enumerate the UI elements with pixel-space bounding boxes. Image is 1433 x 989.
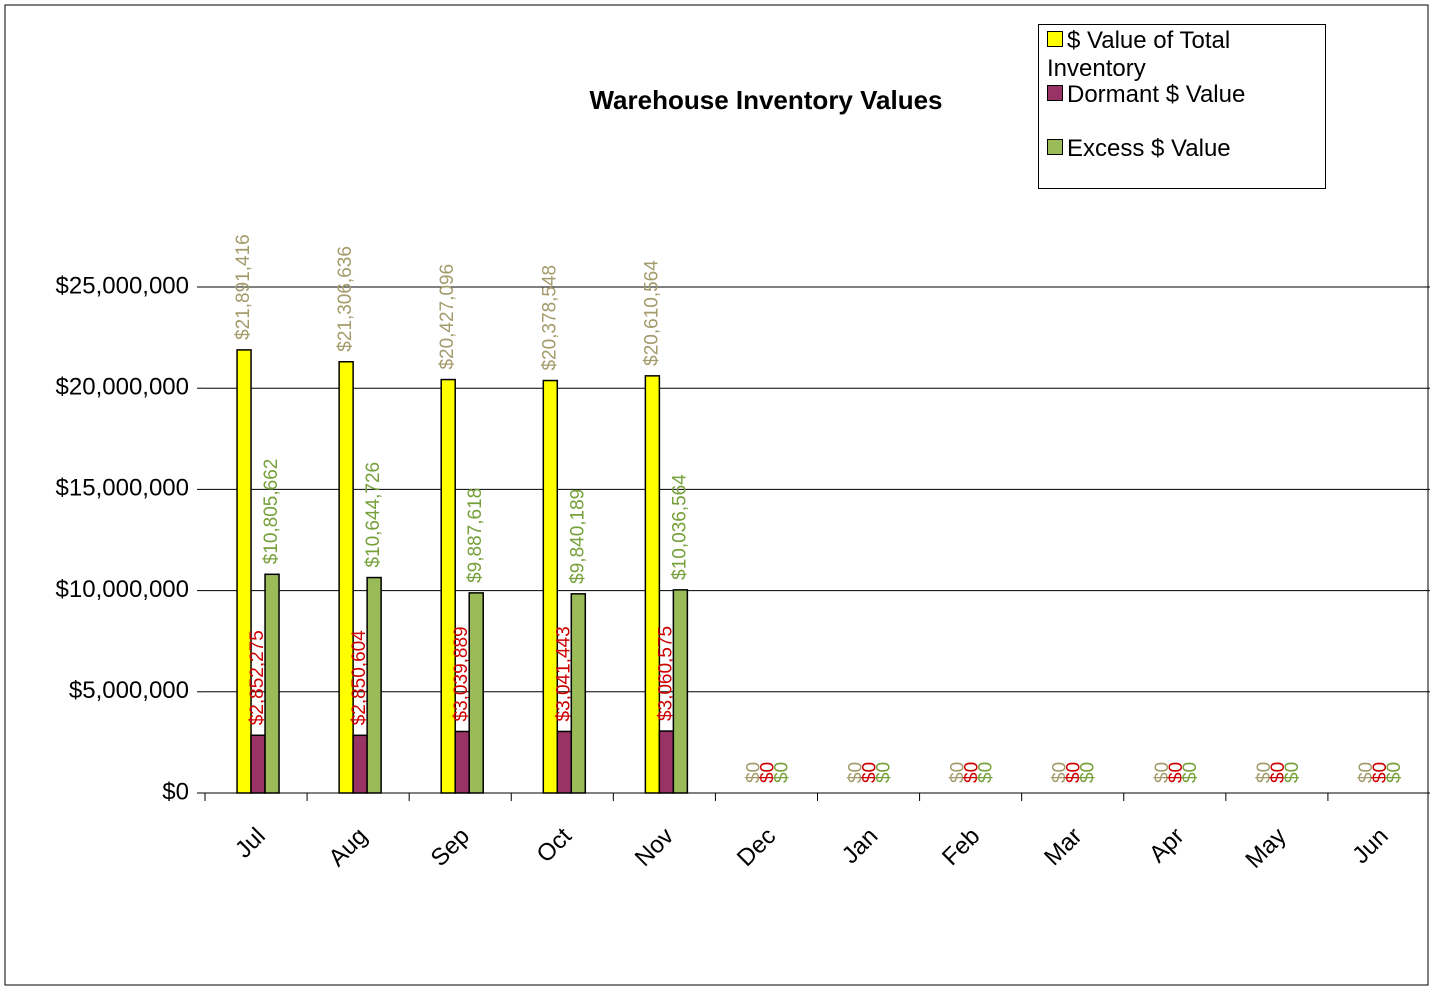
legend: $ Value of Total Inventory Dormant $ Valu… <box>1038 24 1326 189</box>
legend-swatch <box>1047 85 1063 101</box>
data-label: $9,840,189 <box>567 489 588 584</box>
y-tick-label: $15,000,000 <box>56 475 189 502</box>
data-label: $0 <box>1356 762 1377 783</box>
bar <box>644 375 661 794</box>
data-label: $3,060,575 <box>655 626 676 721</box>
data-label: $9,887,618 <box>465 488 486 583</box>
data-label: $2,850,604 <box>349 630 370 726</box>
y-tick-label: $20,000,000 <box>56 374 189 401</box>
legend-label: Dormant $ Value <box>1067 81 1246 108</box>
bar <box>236 349 252 794</box>
y-tick-label: $5,000,000 <box>69 677 189 704</box>
data-label: $0 <box>771 762 792 783</box>
data-label: $0 <box>1370 762 1391 783</box>
bar <box>658 730 675 794</box>
data-label: $0 <box>976 762 997 783</box>
bar <box>352 734 368 794</box>
data-label: $0 <box>1064 762 1085 783</box>
legend-swatch <box>1047 139 1063 155</box>
data-label: $0 <box>1282 762 1303 783</box>
data-label: $21,891,416 <box>233 234 254 340</box>
data-label: $2,852,275 <box>247 630 268 725</box>
data-label: $0 <box>962 762 983 783</box>
bar <box>366 576 382 794</box>
data-label: $10,644,726 <box>363 462 384 568</box>
legend-item: Excess $ Value <box>1047 135 1317 163</box>
legend-label: $ Value of Total Inventory <box>1047 27 1231 82</box>
data-label: $0 <box>757 762 778 783</box>
y-tick-label: $10,000,000 <box>56 576 189 603</box>
data-label: $0 <box>743 762 764 783</box>
legend-item: Dormant $ Value <box>1047 81 1317 109</box>
data-label: $0 <box>846 762 867 783</box>
bar <box>672 589 689 794</box>
data-label: $0 <box>1050 762 1071 783</box>
bar <box>338 361 354 794</box>
legend-label: Excess $ Value <box>1067 135 1231 162</box>
data-label: $3,039,889 <box>451 626 472 721</box>
data-label: $0 <box>1078 762 1099 783</box>
bar <box>440 378 456 794</box>
chart-title: Warehouse Inventory Values <box>589 85 942 115</box>
data-label: $0 <box>1166 762 1187 783</box>
bar <box>556 730 573 794</box>
data-label: $21,306,636 <box>335 246 356 352</box>
legend-item: $ Value of Total Inventory <box>1047 27 1317 83</box>
data-label: $10,036,564 <box>669 474 690 580</box>
bar <box>250 734 266 794</box>
bar <box>454 730 470 794</box>
data-label: $0 <box>1180 762 1201 783</box>
data-label: $20,427,096 <box>437 264 458 370</box>
bar <box>542 379 559 794</box>
data-label: $3,041,443 <box>553 626 574 721</box>
legend-swatch <box>1047 31 1063 47</box>
data-label: $10,805,662 <box>261 459 282 565</box>
bar <box>570 593 587 794</box>
y-tick-label: $0 <box>162 778 189 805</box>
bar <box>264 573 280 794</box>
data-label: $0 <box>874 762 895 783</box>
data-label: $0 <box>1152 762 1173 783</box>
data-label: $0 <box>1254 762 1275 783</box>
bar <box>468 592 484 794</box>
y-tick-label: $25,000,000 <box>56 272 189 299</box>
data-label: $0 <box>1268 762 1289 783</box>
data-label: $0 <box>948 762 969 783</box>
data-label: $0 <box>1384 762 1405 783</box>
data-label: $20,610,564 <box>641 260 662 366</box>
data-label: $20,378,548 <box>539 265 560 371</box>
data-label: $0 <box>860 762 881 783</box>
